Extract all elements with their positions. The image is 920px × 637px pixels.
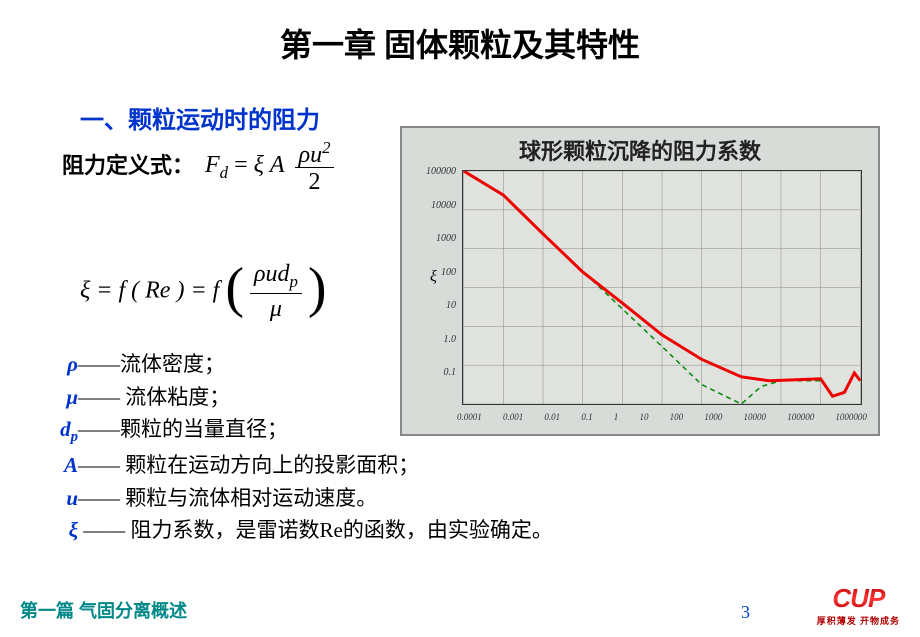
eq1-xi: ξ bbox=[254, 152, 264, 178]
def-u: u—— 颗粒与流体相对运动速度。 bbox=[48, 482, 553, 515]
eq2-lparen: ( bbox=[225, 256, 244, 320]
eq2-rparen: ) bbox=[308, 256, 327, 320]
eq2-den: μ bbox=[250, 294, 302, 323]
footer-section-label: 第一篇 气固分离概述 bbox=[20, 597, 187, 623]
eq1-F-sub: d bbox=[220, 163, 228, 182]
chapter-title: 第一章 固体颗粒及其特性 bbox=[0, 0, 920, 66]
page-number: 3 bbox=[741, 602, 750, 623]
def-A: A—— 颗粒在运动方向上的投影面积； bbox=[48, 449, 553, 482]
eq1-F: F bbox=[205, 152, 220, 178]
eq1-equals: = bbox=[234, 152, 254, 178]
def-xi: ξ —— 阻力系数，是雷诺数Re的函数，由实验确定。 bbox=[48, 514, 553, 547]
eq2-num-sub: p bbox=[290, 271, 298, 290]
eq1-den: 2 bbox=[295, 168, 335, 194]
eq1-u: u bbox=[310, 142, 322, 168]
logo-brand: CUP bbox=[817, 583, 900, 614]
chart-y-ticks: 100000 10000 1000 100 10 1.0 0.1 bbox=[408, 166, 456, 401]
eq1-rho: ρ bbox=[299, 142, 311, 168]
eq2-xi: ξ bbox=[80, 278, 90, 304]
chart-plot-area bbox=[462, 170, 862, 405]
definition-label: 阻力定义式： bbox=[62, 148, 194, 180]
section-heading: 一、颗粒运动时的阻力 bbox=[80, 100, 320, 135]
equation-drag-force: Fd = ξ A ρu2 2 bbox=[205, 140, 334, 194]
equation-xi-reynolds: ξ = f ( Re ) = f ( ρudp μ ) bbox=[80, 260, 327, 324]
eq2-num: ρud bbox=[254, 261, 290, 287]
chart-x-ticks: 0.0001 0.001 0.01 0.1 1 10 100 1000 1000… bbox=[457, 412, 867, 422]
chart-title: 球形颗粒沉降的阻力系数 bbox=[402, 128, 878, 166]
slide: 第一章 固体颗粒及其特性 一、颗粒运动时的阻力 阻力定义式： Fd = ξ A … bbox=[0, 0, 920, 637]
cup-logo: CUP 厚积薄发 开物成务 bbox=[817, 583, 900, 627]
eq1-A: A bbox=[270, 152, 285, 178]
logo-tagline: 厚积薄发 开物成务 bbox=[817, 614, 900, 627]
eq2-text: = f ( Re ) = f bbox=[96, 278, 225, 304]
eq1-exp: 2 bbox=[322, 138, 330, 157]
drag-coefficient-chart: 球形颗粒沉降的阻力系数 ξ 100000 10000 1000 100 10 1… bbox=[400, 126, 880, 436]
